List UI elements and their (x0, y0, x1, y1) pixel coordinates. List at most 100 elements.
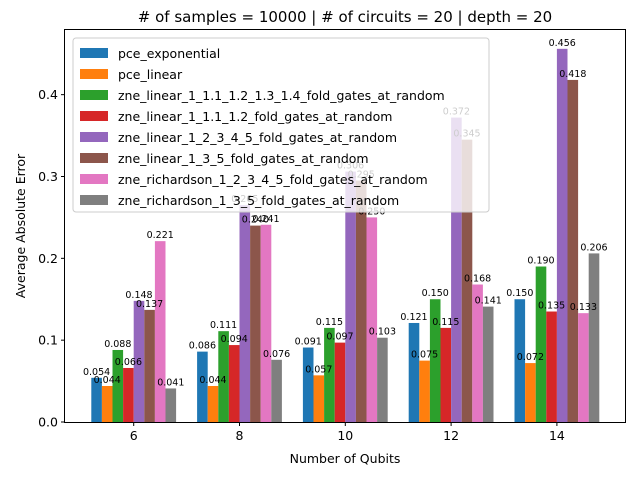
bar (429, 299, 441, 422)
bar (419, 360, 430, 422)
chart-title: # of samples = 10000 | # of circuits = 2… (138, 8, 552, 26)
x-tick-label: 10 (337, 428, 353, 443)
bar (514, 299, 526, 422)
bar (144, 309, 155, 422)
data-label: 0.206 (580, 242, 607, 253)
bar (133, 300, 145, 422)
legend-swatch (80, 48, 108, 58)
y-tick-label: 0.3 (38, 169, 58, 184)
legend: pce_exponential pce_linear zne_linear_1_1.… (72, 37, 490, 213)
legend-swatch (80, 132, 108, 142)
y-tick-label: 0.1 (38, 333, 58, 348)
bar (334, 342, 346, 422)
data-label: 0.240 (242, 215, 269, 226)
x-tick-label: 14 (549, 428, 565, 443)
bar (377, 337, 388, 422)
legend-entry: zne_richardson_1_3_5_fold_gates_at_rando… (118, 193, 399, 208)
data-label: 0.057 (305, 364, 332, 375)
data-label: 0.094 (221, 334, 248, 345)
x-tick-label: 6 (130, 428, 138, 443)
legend-swatch (80, 69, 108, 79)
x-tick-label: 12 (443, 428, 459, 443)
bar (535, 266, 547, 422)
legend-swatch (80, 174, 108, 184)
data-label: 0.190 (527, 256, 554, 267)
data-label: 0.135 (538, 301, 565, 312)
x-tick-label: 8 (236, 428, 244, 443)
y-axis: 0.0 0.1 0.2 0.3 0.4 (38, 87, 65, 430)
bar (123, 367, 134, 422)
bar (239, 205, 251, 422)
bar (461, 139, 473, 422)
legend-entry: zne_linear_1_2_3_4_5_fold_gates_at_rando… (118, 130, 397, 145)
x-axis-label: Number of Qubits (290, 451, 401, 466)
data-label: 0.072 (517, 352, 544, 363)
data-label: 0.121 (400, 312, 427, 323)
bar (578, 313, 589, 422)
y-axis-label: Average Absolute Error (13, 153, 28, 298)
y-tick-label: 0.4 (38, 87, 58, 102)
data-label: 0.241 (252, 214, 279, 225)
legend-swatch (80, 153, 108, 163)
bar (260, 224, 272, 422)
bar (154, 241, 166, 422)
data-label: 0.103 (369, 327, 396, 338)
legend-entry: pce_exponential (118, 46, 220, 61)
bar (228, 345, 240, 422)
legend-swatch (80, 111, 108, 121)
legend-entry: zne_linear_1_1.1_1.2_1.3_1.4_fold_gates_… (118, 88, 445, 103)
data-label: 0.097 (326, 332, 353, 343)
y-tick-label: 0.0 (38, 415, 58, 430)
bar (556, 48, 568, 422)
data-label: 0.086 (189, 341, 216, 352)
data-label: 0.115 (432, 317, 459, 328)
bar (112, 349, 124, 422)
data-label: 0.148 (125, 290, 152, 301)
data-label: 0.066 (115, 357, 142, 368)
data-label: 0.054 (83, 367, 110, 378)
data-label: 0.115 (316, 317, 343, 328)
data-label: 0.111 (210, 320, 237, 331)
data-label: 0.150 (422, 288, 449, 299)
bar (197, 351, 208, 422)
data-label: 0.044 (199, 375, 226, 386)
bar (302, 347, 314, 422)
legend-entry: zne_richardson_1_2_3_4_5_fold_gates_at_r… (118, 172, 428, 187)
bar (218, 331, 229, 422)
y-tick-label: 0.2 (38, 251, 58, 266)
legend-entry: pce_linear (118, 67, 183, 82)
legend-box (72, 37, 490, 213)
data-label: 0.075 (411, 350, 438, 361)
bars-layer (91, 48, 600, 423)
data-label: 0.137 (136, 299, 163, 310)
data-label: 0.168 (464, 274, 491, 285)
data-label: 0.044 (94, 375, 121, 386)
legend-entry: zne_linear_1_3_5_fold_gates_at_random (118, 151, 369, 166)
legend-swatch (80, 90, 108, 100)
bar (366, 217, 378, 422)
bar (313, 375, 325, 422)
data-label: 0.041 (157, 377, 184, 388)
bar (355, 180, 367, 422)
bar (345, 171, 356, 422)
data-label: 0.418 (559, 69, 586, 80)
bar (271, 359, 282, 422)
data-label: 0.133 (570, 302, 597, 313)
data-label: 0.456 (549, 38, 576, 49)
data-label: 0.076 (263, 349, 290, 360)
bar (250, 225, 261, 422)
bar (567, 79, 579, 423)
data-label: 0.088 (104, 339, 131, 350)
data-label: 0.091 (295, 337, 322, 348)
data-label: 0.221 (147, 230, 174, 241)
bar (451, 117, 462, 422)
bar (101, 385, 113, 422)
bar (324, 327, 335, 422)
data-label: 0.150 (506, 288, 533, 299)
bar (525, 363, 536, 422)
bar (588, 253, 600, 422)
legend-entry: zne_linear_1_1.1_1.2_fold_gates_at_rando… (118, 109, 392, 124)
bar (408, 322, 420, 422)
x-axis: 6 8 10 12 14 (130, 422, 565, 443)
